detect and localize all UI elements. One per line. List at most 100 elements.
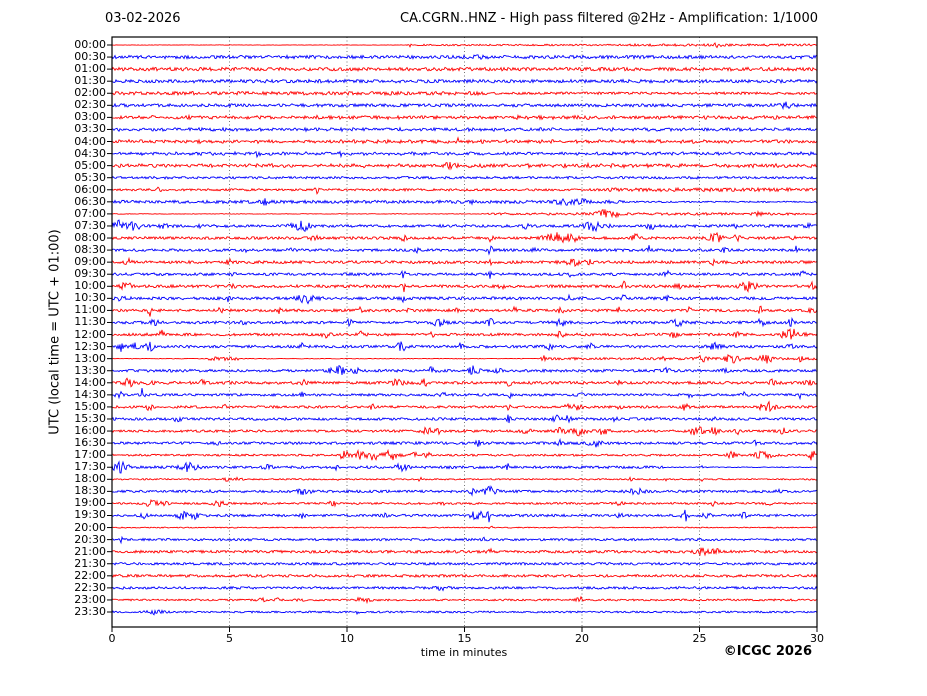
x-tick-label-25: 25 — [692, 632, 707, 645]
y-tick-label-11:30: 11:30 — [74, 315, 106, 329]
y-tick-label-19:00: 19:00 — [74, 496, 106, 510]
y-tick-label-18:30: 18:30 — [74, 484, 106, 498]
y-tick-label-17:30: 17:30 — [74, 460, 106, 474]
y-tick-label-06:30: 06:30 — [74, 194, 106, 208]
trace-21:00 — [112, 547, 817, 557]
trace-14:00 — [112, 377, 817, 388]
y-tick-label-08:00: 08:00 — [74, 231, 106, 245]
trace-01:00 — [112, 66, 817, 73]
copyright-label: ©ICGC 2026 — [723, 644, 812, 659]
trace-19:30 — [112, 509, 817, 523]
y-tick-label-18:00: 18:00 — [74, 472, 106, 486]
trace-08:00 — [112, 231, 817, 244]
y-tick-label-04:30: 04:30 — [74, 146, 106, 160]
trace-15:00 — [112, 400, 817, 413]
trace-06:00 — [112, 186, 817, 195]
trace-00:00 — [112, 42, 817, 49]
y-tick-label-02:30: 02:30 — [74, 98, 106, 112]
traces-group — [112, 42, 817, 616]
y-tick-label-23:00: 23:00 — [74, 592, 106, 606]
y-tick-label-12:00: 12:00 — [74, 327, 106, 341]
trace-20:00 — [112, 525, 817, 530]
trace-10:30 — [112, 293, 817, 305]
trace-23:30 — [112, 609, 817, 616]
y-tick-label-10:30: 10:30 — [74, 291, 106, 305]
trace-02:30 — [112, 101, 817, 111]
y-tick-label-10:00: 10:00 — [74, 279, 106, 293]
trace-15:30 — [112, 414, 817, 424]
trace-21:30 — [112, 561, 817, 567]
y-tick-label-01:30: 01:30 — [74, 74, 106, 88]
x-axis-title: time in minutes — [420, 646, 508, 659]
trace-09:30 — [112, 269, 817, 279]
y-tick-label-23:30: 23:30 — [74, 605, 106, 618]
y-tick-label-08:30: 08:30 — [74, 243, 106, 257]
y-tick-label-09:00: 09:00 — [74, 255, 106, 269]
trace-04:00 — [112, 136, 817, 145]
trace-09:00 — [112, 256, 817, 268]
y-tick-label-06:00: 06:00 — [74, 182, 106, 196]
trace-18:30 — [112, 485, 817, 497]
y-tick-label-12:30: 12:30 — [74, 339, 106, 353]
y-tick-label-00:00: 00:00 — [74, 38, 106, 51]
y-tick-label-05:30: 05:30 — [74, 170, 106, 184]
trace-01:30 — [112, 78, 817, 85]
y-tick-label-07:00: 07:00 — [74, 206, 106, 220]
trace-06:30 — [112, 197, 817, 207]
y-tick-label-07:30: 07:30 — [74, 218, 106, 232]
y-tick-label-17:00: 17:00 — [74, 448, 106, 462]
y-tick-label-02:00: 02:00 — [74, 86, 106, 100]
y-tick-label-04:00: 04:00 — [74, 134, 106, 148]
y-tick-label-20:30: 20:30 — [74, 532, 106, 546]
plot-title: CA.CGRN..HNZ - High pass filtered @2Hz -… — [400, 11, 818, 26]
y-tick-label-13:30: 13:30 — [74, 363, 106, 377]
trace-05:00 — [112, 161, 817, 171]
trace-22:30 — [112, 585, 817, 592]
trace-05:30 — [112, 175, 817, 181]
y-tick-label-22:00: 22:00 — [74, 568, 106, 582]
trace-23:00 — [112, 595, 817, 605]
y-tick-label-16:00: 16:00 — [74, 424, 106, 438]
x-tick-label-20: 20 — [575, 632, 589, 645]
x-tick-label-5: 5 — [226, 632, 233, 645]
y-tick-label-11:00: 11:00 — [74, 303, 106, 317]
trace-22:00 — [112, 573, 817, 579]
trace-07:00 — [112, 209, 817, 219]
y-tick-label-15:30: 15:30 — [74, 411, 106, 425]
y-tick-label-15:00: 15:00 — [74, 399, 106, 413]
trace-20:30 — [112, 535, 817, 545]
y-tick-label-03:30: 03:30 — [74, 122, 106, 136]
trace-17:00 — [112, 448, 817, 461]
trace-12:30 — [112, 341, 817, 352]
trace-17:30 — [112, 460, 817, 474]
trace-11:30 — [112, 317, 817, 328]
trace-14:30 — [112, 388, 817, 401]
trace-03:00 — [112, 113, 817, 121]
date-label: 03-02-2026 — [105, 11, 181, 26]
y-tick-label-14:30: 14:30 — [74, 387, 106, 401]
x-tick-label-10: 10 — [340, 632, 354, 645]
y-tick-label-21:00: 21:00 — [74, 544, 106, 558]
y-tick-label-22:30: 22:30 — [74, 580, 106, 594]
trace-12:00 — [112, 328, 817, 340]
trace-08:30 — [112, 245, 817, 256]
y-tick-label-09:30: 09:30 — [74, 267, 106, 281]
y-tick-label-13:00: 13:00 — [74, 351, 106, 365]
x-tick-label-30: 30 — [810, 632, 824, 645]
x-tick-label-15: 15 — [457, 632, 472, 645]
trace-04:30 — [112, 150, 817, 159]
trace-02:00 — [112, 90, 817, 97]
trace-10:00 — [112, 280, 817, 293]
y-tick-label-21:30: 21:30 — [74, 556, 106, 570]
x-tick-label-0: 0 — [108, 632, 116, 645]
y-tick-label-01:00: 01:00 — [74, 62, 106, 76]
y-tick-label-16:30: 16:30 — [74, 436, 106, 450]
y-tick-label-20:00: 20:00 — [74, 520, 106, 534]
y-tick-label-14:00: 14:00 — [74, 375, 106, 389]
trace-11:00 — [112, 305, 817, 317]
trace-13:00 — [112, 353, 817, 364]
y-tick-label-00:30: 00:30 — [74, 50, 106, 64]
trace-00:30 — [112, 54, 817, 61]
